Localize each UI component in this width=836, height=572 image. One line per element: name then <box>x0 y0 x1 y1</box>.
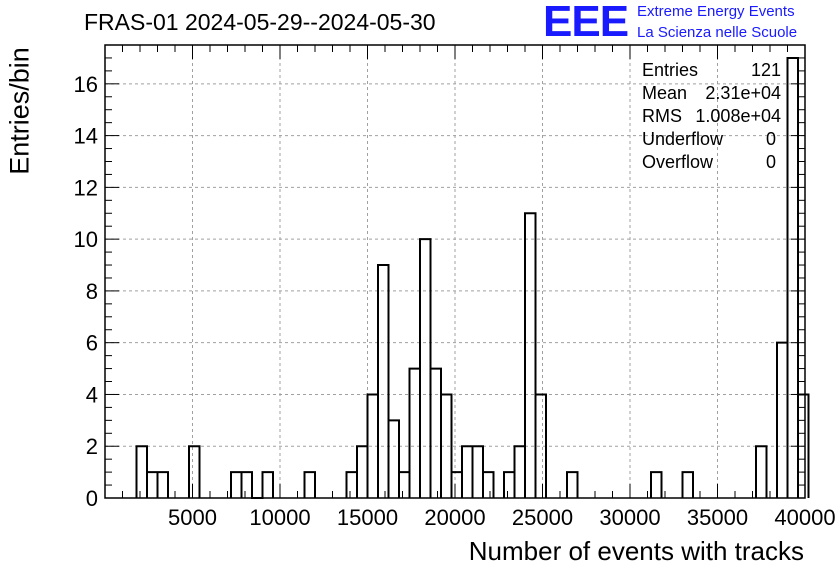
y-tick-label: 4 <box>86 382 98 407</box>
histogram-bin <box>158 472 169 498</box>
histogram-bin <box>189 446 200 498</box>
stats-underflow-label: Underflow <box>642 129 724 149</box>
histogram-bin <box>305 472 316 498</box>
project-name-line1: Extreme Energy Events <box>637 3 795 20</box>
stats-rms-label: RMS <box>642 106 682 126</box>
y-tick-label: 2 <box>86 434 98 459</box>
histogram-bin <box>777 343 788 498</box>
project-name-line2: La Scienza nelle Scuole <box>637 24 798 41</box>
histogram-bin <box>389 420 400 498</box>
stats-underflow-value: 0 <box>765 129 776 149</box>
histogram-bin <box>515 446 526 498</box>
histogram-bin <box>147 472 158 498</box>
y-tick-label: 14 <box>74 124 98 149</box>
x-tick-label: 25000 <box>512 505 573 530</box>
stats-rms-value: 1.008e+04 <box>695 106 781 126</box>
histogram-bin <box>420 239 431 498</box>
y-tick-label: 6 <box>86 331 98 356</box>
stats-mean-value: 2.31e+04 <box>705 83 781 103</box>
histogram-bin <box>483 472 494 498</box>
histogram-bin <box>788 58 799 498</box>
histogram-bin <box>378 265 389 498</box>
histogram-bin <box>410 369 421 498</box>
x-axis-label: Number of events with tracks <box>468 536 804 566</box>
x-tick-label: 5000 <box>168 505 217 530</box>
x-tick-label: 20000 <box>424 505 485 530</box>
histogram-bin <box>462 446 473 498</box>
stats-entries-value: 121 <box>750 60 781 80</box>
y-axis-label: Entries/bin <box>4 47 35 175</box>
histogram-bin <box>399 472 410 498</box>
histogram-bin <box>452 472 463 498</box>
x-tick-label: 40000 <box>774 505 835 530</box>
y-tick-label: 12 <box>74 175 98 200</box>
histogram-bin <box>504 472 515 498</box>
histogram-bin <box>357 446 368 498</box>
histogram-bin <box>756 446 767 498</box>
stats-overflow-value: 0 <box>765 152 776 172</box>
histogram-bin <box>263 472 274 498</box>
histogram-bin <box>651 472 662 498</box>
y-tick-label: 0 <box>86 486 98 511</box>
eee-logo: EEE <box>543 0 629 46</box>
y-tick-label: 8 <box>86 279 98 304</box>
histogram-bin <box>347 472 358 498</box>
x-tick-label: 35000 <box>687 505 748 530</box>
histogram-bin <box>431 369 442 498</box>
histogram-bin <box>137 446 148 498</box>
chart-title: FRAS-01 2024-05-29--2024-05-30 <box>84 9 436 35</box>
stats-entries-label: Entries <box>642 60 699 80</box>
stats-mean-label: Mean <box>642 83 688 103</box>
y-tick-label: 16 <box>74 72 98 97</box>
plot-frame <box>104 44 806 499</box>
histogram-bin <box>683 472 694 498</box>
histogram-bin <box>231 472 242 498</box>
histogram-bin <box>567 472 578 498</box>
x-tick-label: 10000 <box>249 505 310 530</box>
stats-overflow-label: Overflow <box>642 152 714 172</box>
histogram-bin <box>242 472 253 498</box>
x-tick-label: 15000 <box>337 505 398 530</box>
x-tick-label: 30000 <box>599 505 660 530</box>
histogram-bin <box>525 213 536 498</box>
histogram-bin <box>473 446 484 498</box>
y-tick-label: 10 <box>74 227 98 252</box>
